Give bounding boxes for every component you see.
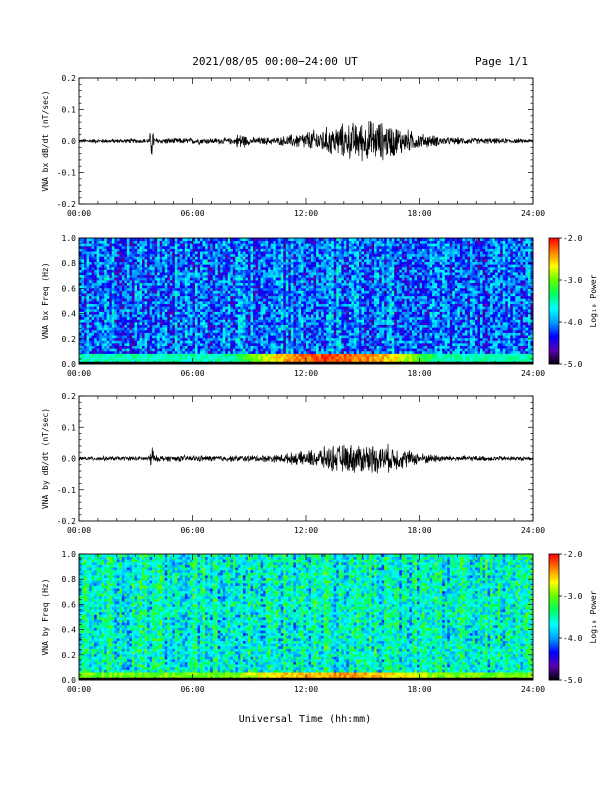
y-tick-label: 0.2: [62, 335, 77, 344]
y-tick-label: 0.0: [62, 360, 77, 369]
x-tick-label: 00:00: [67, 209, 91, 218]
x-tick-label: 24:00: [521, 685, 545, 694]
colorbar-tick-label: -3.0: [563, 276, 582, 285]
colorbar-tick-label: -2.0: [563, 550, 582, 559]
y-tick-label: -0.1: [57, 169, 76, 178]
colorbar-label: Log₁₀ Power: [589, 590, 598, 643]
colorbar-tick-label: -3.0: [563, 592, 582, 601]
colorbar: -5.0 -4.0 -3.0 -2.0 Log₁₀ Power: [548, 234, 598, 369]
colorbar-label: Log₁₀ Power: [589, 274, 598, 327]
series-trace: [78, 443, 534, 474]
y-tick-label: 0.4: [62, 310, 77, 319]
y-tick-label: 0.0: [62, 455, 77, 464]
y-axis-label: VNA bx Freq (Hz): [41, 262, 50, 339]
x-tick-label: 18:00: [407, 209, 431, 218]
x-tick-label: 18:00: [407, 526, 431, 535]
y-tick-label: 1.0: [62, 550, 77, 559]
x-tick-label: 06:00: [180, 526, 204, 535]
y-tick-label: 0.6: [62, 600, 77, 609]
panel-3: -0.2 -0.1 0.0 0.1 0.2 00:00 06:00 12:00 18:00 24:…: [41, 392, 545, 535]
page-number: Page 1/1: [475, 55, 528, 68]
y-tick-label: 0.2: [62, 651, 77, 660]
spectrogram-cells: [79, 554, 534, 681]
x-tick-label: 12:00: [294, 369, 318, 378]
y-tick-label: -0.2: [57, 517, 76, 526]
colorbar-tick-label: -4.0: [563, 318, 582, 327]
x-tick-label: 06:00: [180, 685, 204, 694]
x-tick-label: 00:00: [67, 526, 91, 535]
figure-title: 2021/08/05 00:00−24:00 UT: [192, 55, 358, 68]
x-tick-label: 18:00: [407, 369, 431, 378]
y-axis-label: VNA by Freq (Hz): [41, 578, 50, 655]
colorbar-tick-label: -5.0: [563, 360, 582, 369]
x-tick-label: 00:00: [67, 369, 91, 378]
y-axis-label: VNA bx dB/dt (nT/sec): [41, 90, 50, 191]
colorbar: -5.0 -4.0 -3.0 -2.0 Log₁₀ Power: [548, 550, 598, 685]
x-tick-label: 06:00: [180, 369, 204, 378]
panel-1: -0.2 -0.1 0.0 0.1 0.2 00:00 06:00 12:00 18:00 24:…: [41, 74, 545, 218]
y-tick-label: 0.4: [62, 626, 77, 635]
y-axis-label: VNA by dB/dt (nT/sec): [41, 408, 50, 509]
x-axis-label: Universal Time (hh:mm): [239, 714, 371, 725]
panel-4: -5.0 -4.0 -3.0 -2.0 Log₁₀ Power 0.0 0.2 0.4 0.6 0…: [41, 550, 598, 694]
y-tick-label: 0.2: [62, 74, 77, 83]
y-tick-label: 0.2: [62, 392, 77, 401]
y-tick-label: -0.2: [57, 200, 76, 209]
y-tick-label: 0.0: [62, 676, 77, 685]
x-tick-label: 06:00: [180, 209, 204, 218]
y-tick-label: 0.8: [62, 259, 77, 268]
y-tick-label: 0.0: [62, 137, 77, 146]
y-tick-label: 0.1: [62, 106, 77, 115]
x-tick-label: 24:00: [521, 526, 545, 535]
x-tick-label: 12:00: [294, 526, 318, 535]
x-tick-label: 12:00: [294, 685, 318, 694]
x-tick-label: 00:00: [67, 685, 91, 694]
x-tick-label: 12:00: [294, 209, 318, 218]
x-tick-label: 18:00: [407, 685, 431, 694]
spectrogram-cells: [79, 238, 534, 365]
y-tick-label: 1.0: [62, 234, 77, 243]
y-tick-label: 0.8: [62, 575, 77, 584]
panel-2: -5.0 -4.0 -3.0 -2.0 Log₁₀ Power 0.0 0.2 0.4 0.6 0…: [41, 234, 598, 378]
colorbar-tick-label: -5.0: [563, 676, 582, 685]
y-tick-label: 0.6: [62, 284, 77, 293]
y-tick-label: 0.1: [62, 423, 77, 432]
x-tick-label: 24:00: [521, 369, 545, 378]
colorbar-tick-label: -4.0: [563, 634, 582, 643]
x-tick-label: 24:00: [521, 209, 545, 218]
series-trace: [78, 121, 534, 162]
colorbar-tick-label: -2.0: [563, 234, 582, 243]
y-tick-label: -0.1: [57, 486, 76, 495]
